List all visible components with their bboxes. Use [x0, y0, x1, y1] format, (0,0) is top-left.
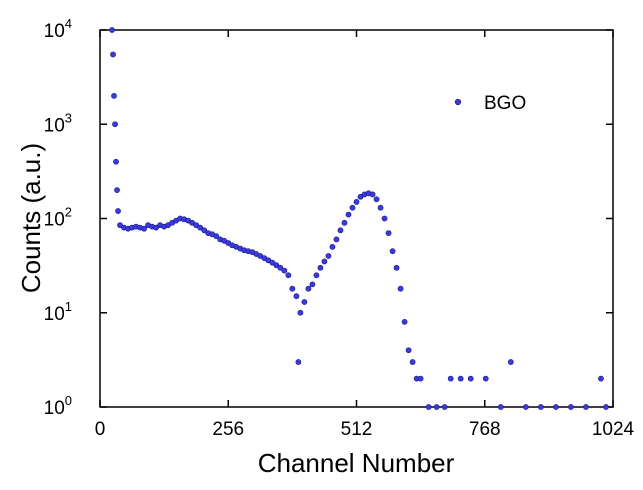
data-point	[273, 262, 280, 269]
data-point	[457, 375, 464, 382]
data-point	[285, 272, 292, 279]
data-point	[281, 267, 288, 274]
data-point	[397, 285, 404, 292]
x-tick-label: 768	[469, 419, 501, 440]
data-point	[603, 404, 609, 410]
data-point	[552, 404, 559, 410]
data-point	[497, 404, 504, 410]
data-point	[213, 233, 220, 240]
y-axis-label: Counts (a.u.)	[16, 143, 46, 293]
data-point	[112, 121, 118, 128]
data-point	[507, 359, 514, 365]
data-point	[114, 187, 120, 194]
data-point	[393, 264, 400, 271]
data-point	[349, 204, 356, 211]
y-tick-label: 102	[44, 205, 72, 231]
data-point	[401, 318, 408, 325]
data-point	[293, 293, 300, 300]
y-tick-exponent: 4	[65, 16, 72, 31]
data-point	[598, 375, 604, 382]
data-point	[373, 196, 380, 203]
x-tick-label: 0	[95, 419, 106, 440]
data-point	[482, 375, 489, 382]
data-point	[333, 236, 340, 243]
data-point	[389, 248, 396, 255]
data-point	[111, 92, 117, 99]
data-point	[381, 215, 388, 222]
data-point	[201, 227, 208, 234]
y-tick-label: 103	[44, 110, 72, 136]
data-point	[447, 375, 454, 382]
y-tick-exponent: 1	[65, 299, 72, 314]
data-point	[341, 219, 348, 226]
y-tick-exponent: 3	[65, 110, 72, 125]
y-tick-exponent: 2	[65, 205, 72, 220]
data-point	[295, 359, 302, 365]
data-point	[385, 230, 392, 236]
data-point	[313, 272, 320, 279]
data-point	[113, 158, 119, 165]
data-point	[377, 204, 384, 211]
data-point	[345, 211, 352, 218]
data-point	[329, 243, 336, 250]
data-point	[522, 404, 529, 410]
data-point	[369, 191, 376, 198]
data-point	[317, 264, 324, 271]
y-tick-base: 10	[44, 398, 65, 419]
data-point	[537, 404, 544, 410]
x-tick-label: 256	[212, 419, 244, 440]
data-point	[277, 264, 284, 271]
y-tick-base: 10	[44, 210, 65, 231]
y-tick-base: 10	[44, 115, 65, 136]
data-point	[425, 404, 432, 410]
data-point	[417, 375, 424, 382]
data-point	[197, 224, 204, 231]
data-point	[441, 404, 448, 410]
data-point	[305, 285, 312, 292]
y-tick-base: 10	[44, 21, 65, 42]
y-tick-label: 104	[44, 16, 72, 42]
data-point	[405, 347, 412, 354]
data-point	[433, 404, 440, 410]
data-point	[467, 375, 474, 382]
legend-marker	[454, 98, 462, 106]
data-point	[325, 253, 332, 259]
data-point	[409, 359, 416, 365]
y-tick-label: 100	[44, 393, 72, 419]
y-tick-exponent: 0	[65, 393, 72, 408]
data-point	[141, 225, 147, 232]
data-point	[309, 281, 316, 288]
x-axis-label: Channel Number	[258, 448, 455, 478]
legend-label: BGO	[484, 93, 526, 114]
data-point	[583, 404, 589, 410]
y-tick-base: 10	[44, 304, 65, 325]
data-point	[109, 27, 115, 33]
y-tick-label: 101	[44, 299, 72, 325]
data-point	[110, 51, 116, 58]
data-point	[321, 258, 328, 265]
data-point	[337, 227, 344, 234]
data-point	[297, 309, 304, 316]
data-point	[353, 199, 360, 205]
data-point	[289, 285, 296, 292]
data-point	[568, 404, 574, 410]
data-point	[115, 208, 121, 214]
x-tick-label: 1024	[592, 419, 635, 440]
x-tick-label: 512	[341, 419, 373, 440]
data-point	[301, 299, 308, 305]
